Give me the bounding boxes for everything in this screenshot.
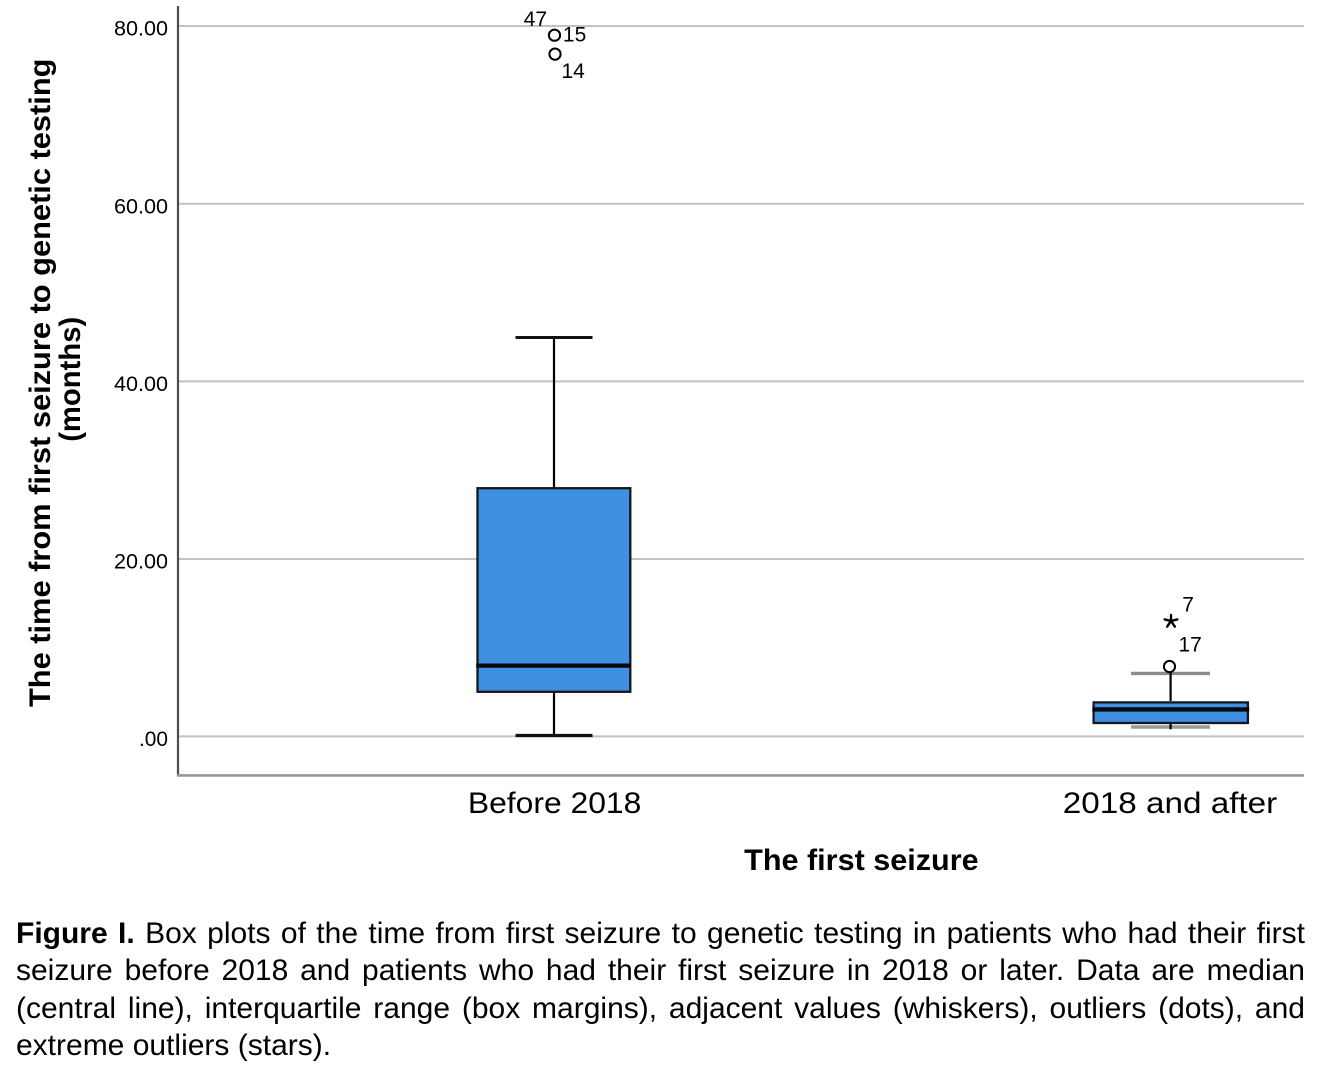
svg-text:The first seizure: The first seizure: [744, 844, 979, 877]
svg-text:17: 17: [1179, 634, 1202, 657]
svg-text:15: 15: [563, 23, 586, 46]
svg-text:47: 47: [524, 8, 547, 31]
svg-text:Before 2018: Before 2018: [468, 787, 642, 820]
svg-text:80.00: 80.00: [114, 18, 168, 41]
svg-text:(months): (months): [54, 317, 87, 442]
svg-text:40.00: 40.00: [114, 373, 168, 396]
svg-text:The time from first seizure to: The time from first seizure to genetic t…: [24, 59, 57, 708]
svg-text:2018 and after: 2018 and after: [1063, 787, 1278, 820]
svg-text:14: 14: [562, 60, 586, 83]
svg-text:7: 7: [1182, 594, 1194, 617]
svg-text:20.00: 20.00: [114, 551, 168, 574]
svg-text:.00: .00: [139, 728, 168, 751]
svg-text:60.00: 60.00: [114, 196, 168, 219]
